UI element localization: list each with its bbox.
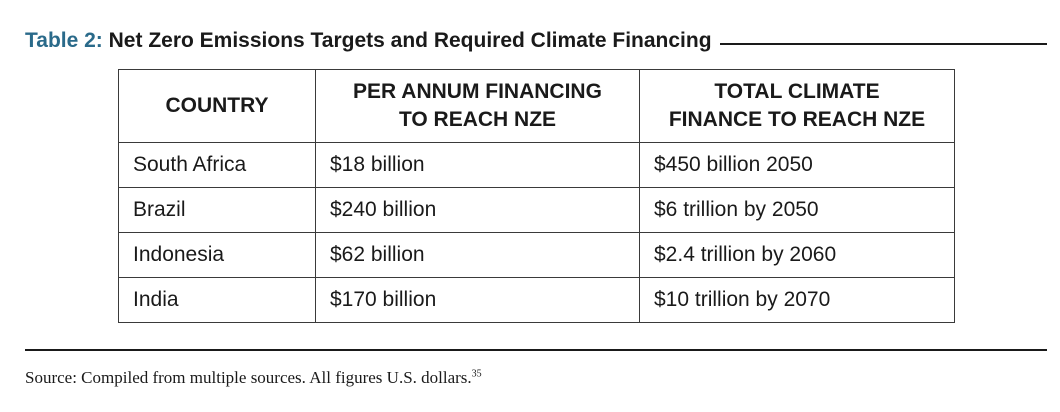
table-header-row: COUNTRY PER ANNUM FINANCING TO REACH NZE… [118,69,955,143]
bottom-divider [25,349,1047,351]
header-total-line-2: FINANCE TO REACH NZE [668,108,926,131]
financing-table: COUNTRY PER ANNUM FINANCING TO REACH NZE… [118,69,955,323]
table-row: Indonesia $62 billion $2.4 trillion by 2… [118,232,955,278]
table-number-label: Table 2: [25,29,103,52]
cell-country: India [118,277,316,323]
cell-per-annum: $18 billion [315,142,640,188]
table-title-text: Net Zero Emissions Targets and Required … [108,29,712,52]
header-country-line-1: COUNTRY [165,94,269,117]
header-per-annum-line-1: PER ANNUM FINANCING [353,80,602,103]
cell-per-annum: $240 billion [315,187,640,233]
cell-per-annum: $170 billion [315,277,640,323]
cell-total: $6 trillion by 2050 [639,187,955,233]
source-text: Source: Compiled from multiple sources. … [25,368,472,387]
header-country: COUNTRY [118,69,316,143]
title-divider [719,42,1047,45]
table-row: South Africa $18 billion $450 billion 20… [118,142,955,188]
table-row: Brazil $240 billion $6 trillion by 2050 [118,187,955,233]
cell-country: South Africa [118,142,316,188]
cell-total: $10 trillion by 2070 [639,277,955,323]
cell-country: Brazil [118,187,316,233]
header-total-line-1: TOTAL CLIMATE [714,80,880,103]
header-total: TOTAL CLIMATE FINANCE TO REACH NZE [639,69,955,143]
table-row: India $170 billion $10 trillion by 2070 [118,277,955,323]
cell-total: $450 billion 2050 [639,142,955,188]
cell-total: $2.4 trillion by 2060 [639,232,955,278]
header-per-annum: PER ANNUM FINANCING TO REACH NZE [315,69,640,143]
cell-per-annum: $62 billion [315,232,640,278]
source-note: Source: Compiled from multiple sources. … [25,368,482,388]
table-title: Table 2: Net Zero Emissions Targets and … [25,29,712,53]
table-title-row: Table 2: Net Zero Emissions Targets and … [25,26,1047,56]
header-per-annum-line-2: TO REACH NZE [398,108,557,131]
footnote-marker: 35 [471,368,482,380]
cell-country: Indonesia [118,232,316,278]
